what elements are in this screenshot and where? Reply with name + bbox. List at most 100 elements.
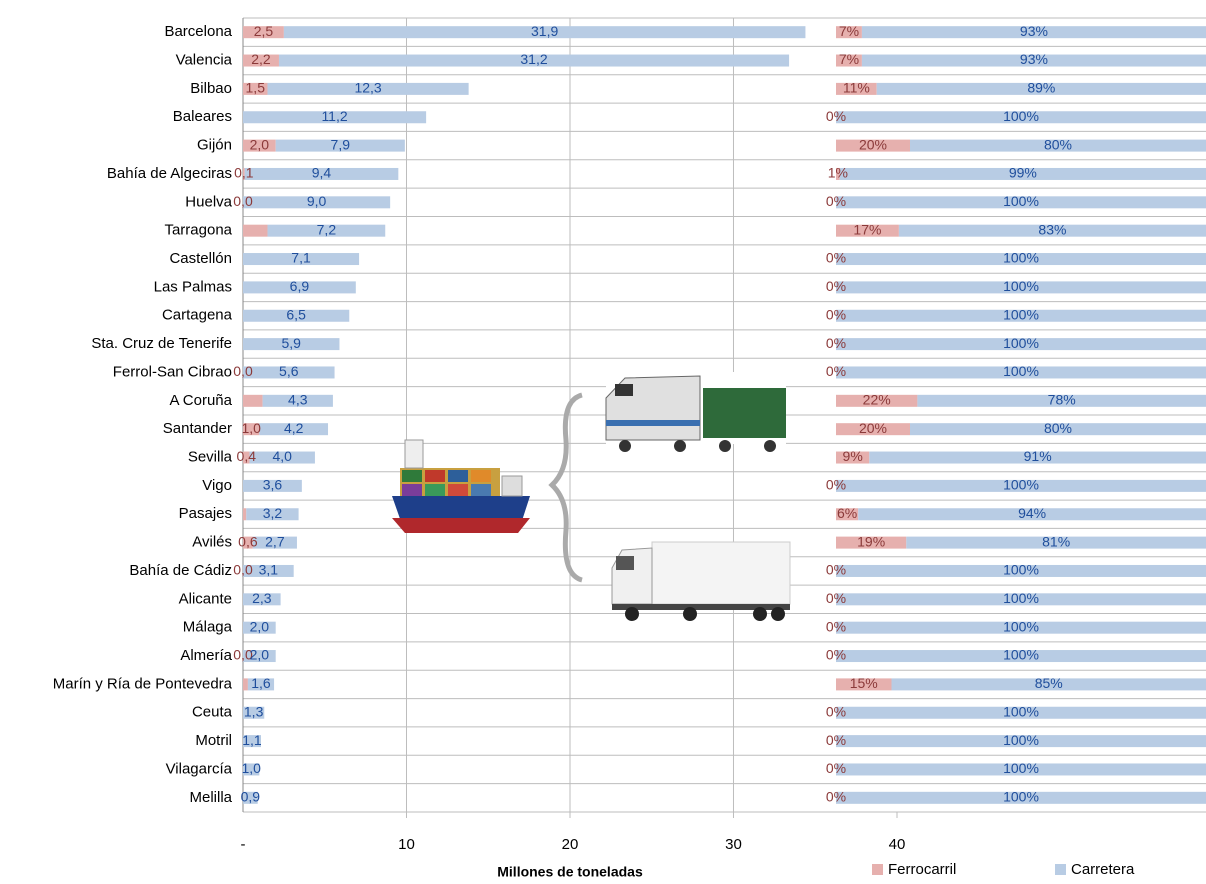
value-label: 0%: [826, 647, 846, 663]
value-label: 0%: [826, 703, 846, 719]
bar-segment: [836, 479, 1206, 492]
value-label: 100%: [1003, 647, 1039, 663]
value-label: 0%: [826, 590, 846, 606]
x-tick-label: -: [241, 836, 246, 853]
bar-segment: [252, 536, 297, 549]
x-tick-label: 10: [398, 836, 415, 853]
bar-segment: [259, 423, 329, 436]
y-tick-label: Ceuta: [192, 704, 233, 721]
bar-segment: [243, 791, 258, 804]
value-label: 81%: [1042, 533, 1070, 549]
bar-segment: [910, 423, 1206, 436]
bar-segment: [836, 111, 1206, 124]
value-label: 9,4: [312, 165, 332, 181]
value-label: 19%: [857, 533, 885, 549]
bar-segment: [861, 54, 1206, 67]
value-label: 80%: [1044, 420, 1072, 436]
bar-segment: [910, 139, 1206, 152]
y-tick-label: A Coruña: [169, 392, 232, 409]
bar-segment: [243, 706, 265, 719]
bar-segment: [243, 621, 276, 634]
bar-segment: [836, 338, 1206, 351]
bar-segment: [836, 706, 1206, 719]
bar-segment: [876, 82, 1206, 95]
value-label: 0%: [826, 618, 846, 634]
value-label: 100%: [1003, 306, 1039, 322]
bar-segment: [243, 139, 276, 152]
bar-segment: [906, 536, 1206, 549]
value-label: 4,3: [288, 392, 308, 408]
value-label: 100%: [1003, 562, 1039, 578]
bar-segment: [858, 508, 1206, 521]
bar-segment: [836, 26, 862, 39]
value-label: 6,5: [286, 306, 306, 322]
bar-segment: [836, 650, 1206, 663]
value-label: 6,9: [290, 278, 310, 294]
value-label: 20%: [859, 420, 887, 436]
value-label: 0,4: [237, 448, 257, 464]
bar-segment: [836, 253, 1206, 266]
value-label: 0%: [826, 250, 846, 266]
ship-icon: [392, 439, 530, 533]
value-label: 3,2: [263, 505, 283, 521]
truck-icon: [611, 541, 791, 621]
y-tick-label: Tarragona: [164, 222, 232, 239]
value-label: 2,0: [250, 136, 270, 152]
value-label: 100%: [1003, 278, 1039, 294]
bar-segment: [836, 224, 899, 237]
value-label: 2,7: [265, 533, 285, 549]
value-label: 22%: [863, 392, 891, 408]
bar-segment: [243, 763, 260, 776]
value-label: 80%: [1044, 136, 1072, 152]
value-label: 0%: [826, 278, 846, 294]
bar-segment: [836, 564, 1206, 577]
value-label: 85%: [1035, 675, 1063, 691]
bar-segment: [836, 54, 862, 67]
value-label: 11%: [843, 80, 870, 96]
bar-segment: [267, 224, 386, 237]
value-label: 5,6: [279, 363, 299, 379]
y-tick-label: Cartagena: [162, 307, 233, 324]
bar-segment: [243, 479, 302, 492]
value-label: 2,5: [254, 23, 274, 39]
value-label: 9,0: [307, 193, 327, 209]
bar-segment: [243, 423, 260, 436]
bar-segment: [836, 508, 859, 521]
y-tick-label: Gijón: [197, 137, 232, 154]
bar-segment: [243, 54, 279, 67]
bar-segment: [246, 508, 299, 521]
bar-segment: [243, 224, 268, 237]
bar-segment: [836, 763, 1206, 776]
bar-segment: [891, 678, 1206, 691]
x-axis-title: Millones de toneladas: [497, 864, 643, 880]
bar-segment: [836, 139, 910, 152]
bar-segment: [243, 564, 294, 577]
value-label: 100%: [1003, 363, 1039, 379]
y-tick-label: Huelva: [185, 193, 232, 210]
value-label: 1,0: [241, 760, 261, 776]
value-label: 0,0: [233, 193, 253, 209]
value-label: 1%: [828, 165, 848, 181]
bar-segment: [917, 394, 1206, 407]
bar-segment: [243, 678, 248, 691]
bar-segment: [836, 167, 840, 180]
value-label: 7,2: [317, 221, 337, 237]
y-tick-label: Las Palmas: [154, 278, 232, 295]
value-label: 0%: [826, 108, 846, 124]
value-label: 0%: [826, 789, 846, 805]
value-label: 0,1: [234, 165, 254, 181]
bar-segment: [243, 309, 350, 322]
y-tick-label: Málaga: [183, 619, 233, 636]
value-label: 0%: [826, 363, 846, 379]
value-label: 4,0: [273, 448, 293, 464]
value-label: 0%: [826, 193, 846, 209]
bar-segment: [243, 26, 284, 39]
value-label: 0%: [826, 335, 846, 351]
bar-segment: [836, 678, 892, 691]
legend-label: Ferrocarril: [888, 861, 956, 878]
bar-segment: [836, 82, 877, 95]
value-label: 2,0: [250, 647, 270, 663]
bar-segment: [836, 309, 1206, 322]
legend-swatch: [1055, 864, 1066, 875]
bar-segment: [243, 366, 335, 379]
